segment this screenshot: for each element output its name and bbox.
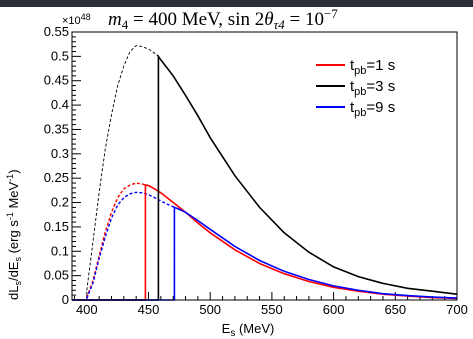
plot-frame bbox=[71, 31, 458, 301]
x-tick-label: 400 bbox=[76, 302, 98, 317]
chart-title: m4 = 400 MeV, sin 2θτ4 = 10−7 bbox=[108, 6, 338, 32]
series-2-solid-line bbox=[72, 53, 458, 301]
series-3-solid-line bbox=[72, 206, 458, 301]
series-1-solid-line bbox=[72, 184, 458, 301]
legend-label-2: tpb=3 s bbox=[350, 78, 395, 98]
y-tick-label: 0.45 bbox=[44, 73, 69, 88]
series-layer bbox=[72, 45, 458, 301]
x-tick-label: 650 bbox=[384, 302, 406, 317]
legend: tpb=1 s tpb=3 s tpb=9 s bbox=[316, 57, 395, 119]
legend-label-3: tpb=9 s bbox=[350, 99, 395, 119]
legend-label-1: tpb=1 s bbox=[350, 57, 395, 77]
y-multiplier: ×1048 bbox=[62, 12, 91, 27]
y-tick-label: 0.1 bbox=[51, 243, 69, 258]
y-tick-label: 0.5 bbox=[51, 48, 69, 63]
x-tick-label: 700 bbox=[446, 302, 468, 317]
y-tick-label: 0.25 bbox=[44, 170, 69, 185]
y-tick-label: 0.05 bbox=[44, 268, 69, 283]
x-tick-label: 550 bbox=[261, 302, 283, 317]
axis-ticks: 400 450 500 550 600 650 700 0 0.05 0.1 0.15 0.2 0.25… bbox=[44, 24, 468, 317]
x-tick-label: 600 bbox=[323, 302, 345, 317]
series-2-dashed-line bbox=[86, 45, 159, 291]
y-tick-label: 0.55 bbox=[44, 24, 69, 39]
series-3-dashed-line bbox=[86, 191, 175, 299]
y-tick-label: 0 bbox=[62, 292, 69, 307]
x-tick-label: 450 bbox=[138, 302, 160, 317]
y-tick-label: 0.35 bbox=[44, 121, 69, 136]
y-tick-label: 0.3 bbox=[51, 146, 69, 161]
top-bar bbox=[0, 0, 473, 7]
y-tick-label: 0.4 bbox=[51, 97, 69, 112]
x-tick-label: 500 bbox=[199, 302, 221, 317]
y-tick-label: 0.2 bbox=[51, 195, 69, 210]
y-tick-label: 0.15 bbox=[44, 219, 69, 234]
series-1-dashed-line bbox=[86, 182, 146, 298]
x-axis-title: Es (MeV) bbox=[222, 321, 275, 339]
y-axis-title: dLs/dEs (erg s-1 MeV-1) bbox=[5, 169, 23, 300]
